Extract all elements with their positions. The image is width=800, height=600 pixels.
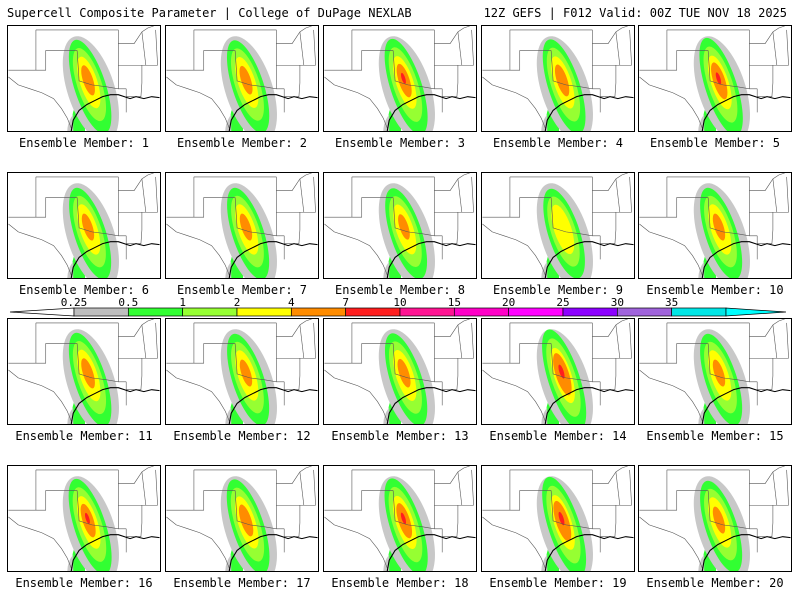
colorbar-tick-label: 10 <box>393 296 407 309</box>
ensemble-member-map <box>323 25 477 132</box>
ensemble-member-label: Ensemble Member: 13 <box>331 429 469 443</box>
scp-field-map <box>482 319 634 424</box>
scp-field-map <box>166 466 318 571</box>
ensemble-member-label: Ensemble Member: 8 <box>334 283 466 297</box>
ensemble-member-label: Ensemble Member: 4 <box>492 136 624 150</box>
ensemble-member-label: Ensemble Member: 6 <box>18 283 150 297</box>
ensemble-member-label: Ensemble Member: 18 <box>331 576 469 590</box>
ensemble-member-map <box>323 318 477 425</box>
ensemble-member-label: Ensemble Member: 2 <box>176 136 308 150</box>
scp-field-map <box>8 466 160 571</box>
ensemble-member-label: Ensemble Member: 20 <box>646 576 784 590</box>
colorbar-segment <box>345 307 401 317</box>
ensemble-member-map <box>481 172 635 279</box>
model-run-info: 12Z GEFS | F012 Valid: 00Z TUE NOV 18 20… <box>483 6 787 20</box>
ensemble-member-map <box>323 172 477 279</box>
colorbar-segment <box>616 307 673 317</box>
ensemble-member-map <box>638 318 792 425</box>
colorbar-tick-label: 7 <box>342 296 349 309</box>
ensemble-member-label: Ensemble Member: 3 <box>334 136 466 150</box>
scp-field-map <box>482 466 634 571</box>
scp-field-map <box>8 173 160 278</box>
scp-field-map <box>639 26 791 131</box>
colorbar-tick-label: 20 <box>502 296 516 309</box>
ensemble-member-map <box>323 465 477 572</box>
ensemble-member-label: Ensemble Member: 9 <box>492 283 624 297</box>
colorbar-segment <box>290 307 347 317</box>
ensemble-member-label: Ensemble Member: 7 <box>176 283 308 297</box>
scp-field-map <box>639 319 791 424</box>
colorbar-tick-label: 0.5 <box>118 296 139 309</box>
colorbar-tick-label: 1 <box>179 296 186 309</box>
colorbar-segment <box>236 307 292 317</box>
ensemble-member-label: Ensemble Member: 10 <box>646 283 784 297</box>
scp-field-map <box>324 319 476 424</box>
ensemble-member-map <box>7 318 161 425</box>
ensemble-member-map <box>165 318 319 425</box>
scp-field-map <box>482 173 634 278</box>
ensemble-member-label: Ensemble Member: 12 <box>173 429 311 443</box>
colorbar-tick-label: 4 <box>288 296 295 309</box>
ensemble-member-map <box>481 465 635 572</box>
scp-field-map <box>324 26 476 131</box>
scp-field-map <box>639 466 791 571</box>
colorbar-tick-label: 30 <box>610 296 624 309</box>
colorbar-tick-label: 15 <box>447 296 461 309</box>
colorbar-tick-label: 25 <box>556 296 570 309</box>
scp-field-map <box>482 26 634 131</box>
ensemble-member-map <box>638 465 792 572</box>
scp-field-map <box>166 26 318 131</box>
colorbar-segment <box>508 307 564 317</box>
colorbar-segment <box>73 307 129 317</box>
colorbar-segment <box>671 307 727 317</box>
scp-field-map <box>8 26 160 131</box>
ensemble-member-label: Ensemble Member: 5 <box>649 136 781 150</box>
colorbar-tick-label: 2 <box>233 296 241 309</box>
colorbar-tick-label: 35 <box>665 296 679 309</box>
chart-title: Supercell Composite Parameter | College … <box>7 6 412 20</box>
colorbar-over-arrow <box>725 307 787 317</box>
ensemble-member-label: Ensemble Member: 17 <box>173 576 311 590</box>
colorbar-segment <box>453 307 510 317</box>
ensemble-member-map <box>165 465 319 572</box>
ensemble-member-label: Ensemble Member: 11 <box>15 429 153 443</box>
scp-field-map <box>166 319 318 424</box>
ensemble-member-map <box>165 172 319 279</box>
ensemble-member-label: Ensemble Member: 16 <box>15 576 153 590</box>
colorbar <box>9 307 787 317</box>
scp-field-map <box>166 173 318 278</box>
colorbar-segment <box>562 307 618 317</box>
ensemble-member-label: Ensemble Member: 19 <box>489 576 627 590</box>
scp-field-map <box>8 319 160 424</box>
colorbar-segment <box>127 307 184 317</box>
ensemble-member-map <box>7 465 161 572</box>
ensemble-member-map <box>481 25 635 132</box>
ensemble-member-map <box>638 25 792 132</box>
colorbar-segment <box>182 307 238 317</box>
ensemble-member-label: Ensemble Member: 15 <box>646 429 784 443</box>
ensemble-member-map <box>638 172 792 279</box>
ensemble-member-map <box>481 318 635 425</box>
ensemble-member-label: Ensemble Member: 14 <box>489 429 627 443</box>
ensemble-member-map <box>165 25 319 132</box>
scp-field-map <box>639 173 791 278</box>
colorbar-segment <box>399 307 455 317</box>
ensemble-member-label: Ensemble Member: 1 <box>18 136 150 150</box>
colorbar-tick-label: 0.25 <box>60 296 88 309</box>
scp-field-map <box>324 466 476 571</box>
ensemble-member-map <box>7 172 161 279</box>
scp-field-map <box>324 173 476 278</box>
ensemble-member-map <box>7 25 161 132</box>
